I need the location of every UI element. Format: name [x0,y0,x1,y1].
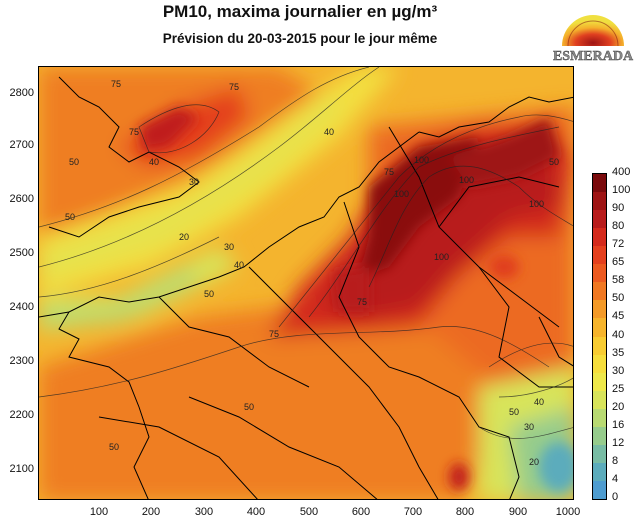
colorbar-label: 72 [612,238,625,251]
colorbar-segment [593,192,606,211]
colorbar-label: 16 [612,418,625,431]
map-subtitle: Prévision du 20-03-2015 pour le jour mêm… [162,31,438,46]
colorbar-segment [593,390,606,410]
contour-label: 100 [394,189,410,199]
y-tick-label: 2400 [9,301,34,313]
colorbar-label: 40 [612,328,625,341]
colorbar-segment [593,462,606,482]
colorbar-label: 4 [612,472,619,485]
y-tick-label: 2200 [9,409,34,421]
x-tick-label: 800 [455,506,475,518]
contour-label: 20 [179,232,190,242]
y-tick-label: 2800 [9,87,34,99]
contour-label: 50 [69,157,80,167]
x-tick-label: 900 [508,506,528,518]
colorbar-label: 12 [612,436,625,449]
contour-label: 30 [224,242,235,252]
colorbar-label: 30 [612,364,625,377]
contour-label: 50 [549,157,560,167]
contour-label: 30 [524,422,535,432]
contour-label: 50 [109,442,120,452]
colorbar-segment [593,264,606,283]
contour-label: 40 [534,397,545,407]
colorbar-segment [593,444,606,464]
colorbar-segment [593,480,606,500]
colorbar-segment [593,174,606,193]
x-tick-label: 400 [246,506,266,518]
colorbar-label: 50 [612,292,625,305]
contour-label: 40 [324,127,335,137]
contour-label: 20 [529,457,540,467]
colorbar-label: 8 [612,454,619,467]
contour-label: 75 [229,82,240,92]
colorbar-segment [593,210,606,229]
colorbar-segment [593,246,606,265]
colorbar-segment [593,336,606,356]
colorbar-label: 90 [612,202,625,215]
logo-text: ESMERADA [553,49,634,64]
contour-label: 50 [509,407,520,417]
map-canvas [39,67,573,499]
contour-label: 50 [204,289,215,299]
colorbar-label: 0 [612,491,619,503]
colorbar-label: 35 [612,346,625,359]
colorbar-label: 58 [612,274,625,287]
contour-label: 40 [234,260,245,270]
x-tick-label: 200 [141,506,161,518]
colorbar-label: 20 [612,400,625,413]
contour-label: 100 [459,175,475,185]
contour-label: 100 [434,252,450,262]
contour-label: 100 [414,155,430,165]
x-tick-label: 100 [89,506,109,518]
colorbar-segment [593,318,606,337]
x-tick-label: 300 [194,506,214,518]
colorbar-segment [593,228,606,247]
colorbar-label: 100 [612,184,631,197]
y-tick-label: 2100 [9,463,34,475]
x-tick-label: 700 [403,506,423,518]
contour-label: 40 [149,157,160,167]
colorbar-segment [593,426,606,446]
colorbar-label: 65 [612,256,625,269]
contour-label: 75 [384,167,395,177]
y-tick-label: 2600 [9,193,34,205]
x-tick-label: 500 [299,506,319,518]
contour-label: 75 [269,329,280,339]
colorbar-segment [593,282,606,301]
contour-label: 50 [65,212,76,222]
colorbar-label: 45 [612,310,625,323]
x-tick-label: 1000 [555,506,581,518]
colorbar-segment [593,408,606,428]
contour-label: 75 [111,79,122,89]
pollution-map[interactable]: 75 75 50 40 50 30 40 30 20 40 50 75 100 75 75 100 100 100… [38,66,574,500]
colorbar-segment [593,354,606,374]
contour-label: 75 [357,297,368,307]
colorbar-label: 400 [612,166,631,178]
y-tick-label: 2300 [9,355,34,367]
esmerada-logo: ESMERADA [553,15,634,64]
colorbar-label: 25 [612,382,625,395]
colorbar-label: 80 [612,220,625,233]
contour-label: 75 [129,127,140,137]
colorbar-segment [593,300,606,319]
y-tick-label: 2700 [9,139,34,151]
colorbar-segment [593,372,606,392]
y-tick-label: 2500 [9,247,34,259]
contour-label: 100 [529,199,545,209]
contour-label: 50 [244,402,255,412]
contour-label: 30 [189,177,200,187]
colorbar [592,173,607,500]
map-title: PM10, maxima journalier en µg/m³ [162,2,438,21]
x-tick-label: 600 [351,506,371,518]
